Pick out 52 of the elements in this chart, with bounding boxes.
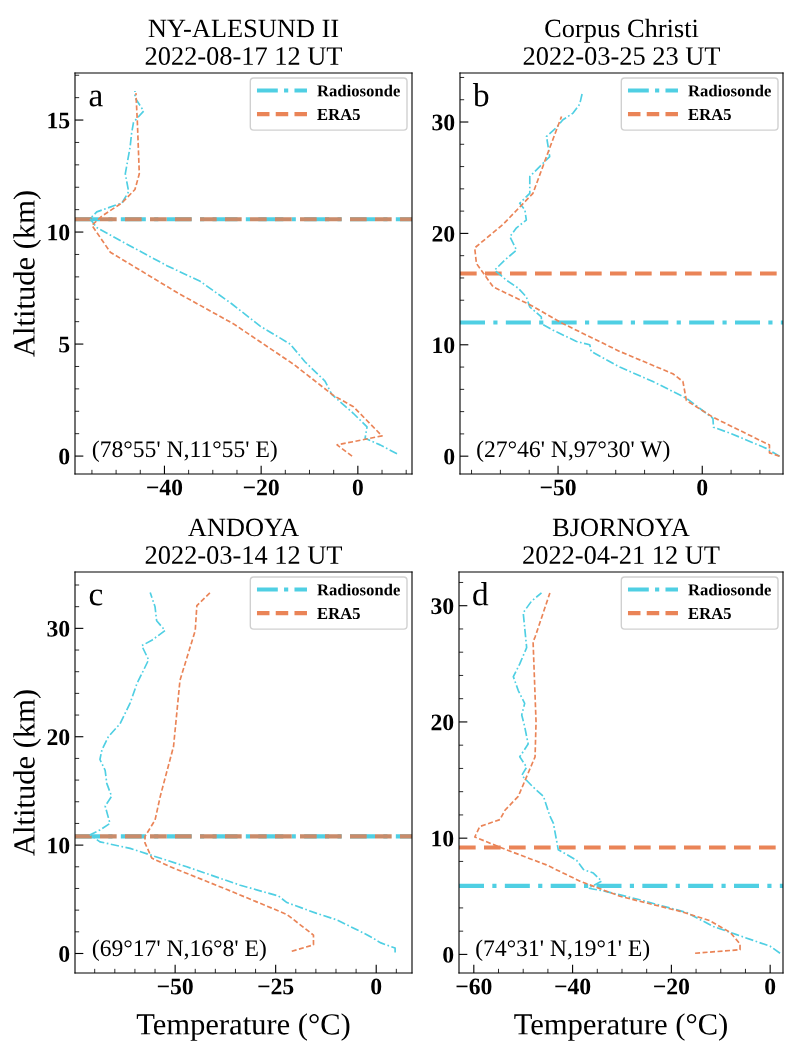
legend-label: ERA5 — [688, 607, 731, 620]
y-tick-label: 10 — [432, 830, 454, 847]
x-tick-label: 0 — [765, 978, 776, 995]
annotation: d — [473, 582, 489, 606]
chart-title: BJORNOYA 2022-04-21 12 UT — [523, 518, 720, 564]
y-tick-label: 10 — [48, 837, 70, 854]
annotation: (69°17' N,16°8' E) — [92, 939, 266, 961]
y-tick-label: 0 — [59, 945, 70, 962]
y-tick-label: 20 — [431, 714, 454, 731]
y-axis-title: Altitude (km) — [13, 191, 41, 357]
legend-label: Radiosonde — [317, 84, 400, 97]
chart-title: Corpus Christi 2022-03-25 23 UT — [523, 18, 721, 65]
legend-label: ERA5 — [317, 607, 360, 620]
y-tick-label: 0 — [59, 448, 70, 465]
x-axis-title: Temperature (°C) — [136, 1013, 350, 1041]
y-tick-label: 20 — [432, 225, 455, 242]
y-tick-label: 0 — [444, 448, 455, 465]
legend-label: Radiosonde — [317, 583, 400, 596]
y-tick-label: 30 — [47, 620, 70, 637]
x-tick-label: −20 — [243, 479, 279, 496]
y-tick-label: 30 — [431, 598, 454, 615]
annotation: (27°46' N,97°30' W) — [477, 440, 670, 462]
x-tick-label: −25 — [258, 978, 294, 995]
legend-label: Radiosonde — [688, 583, 771, 596]
annotation: b — [472, 83, 489, 107]
x-tick-label: −40 — [147, 479, 183, 496]
legend-label: ERA5 — [688, 108, 731, 121]
x-tick-label: 0 — [371, 978, 382, 995]
legend-label: ERA5 — [317, 108, 360, 121]
chart-title: ANDOYA 2022-03-14 12 UT — [145, 518, 343, 564]
x-tick-label: 0 — [352, 479, 363, 496]
x-tick-label: −50 — [540, 479, 576, 496]
x-tick-label: 0 — [697, 479, 708, 496]
y-tick-label: 0 — [443, 946, 454, 963]
y-tick-label: 10 — [48, 224, 70, 241]
y-tick-label: 10 — [433, 337, 455, 354]
x-axis-title: Temperature (°C) — [514, 1013, 727, 1041]
annotation: (78°55' N,11°55' E) — [92, 440, 277, 462]
x-tick-label: −60 — [456, 978, 492, 995]
chart-title: NY-ALESUND II 2022-08-17 12 UT — [145, 19, 343, 65]
annotation: c — [89, 589, 103, 606]
x-tick-label: −50 — [157, 978, 193, 995]
annotation: (74°31' N,19°1' E) — [476, 939, 650, 961]
legend-label: Radiosonde — [688, 84, 771, 97]
y-tick-label: 15 — [48, 112, 70, 129]
y-tick-label: 5 — [59, 336, 70, 353]
y-tick-label: 30 — [432, 114, 455, 131]
y-axis-title: Altitude (km) — [13, 690, 41, 856]
x-tick-label: −20 — [654, 978, 690, 995]
annotation: a — [89, 90, 103, 107]
y-tick-label: 20 — [47, 729, 70, 746]
x-tick-label: −40 — [555, 978, 591, 995]
